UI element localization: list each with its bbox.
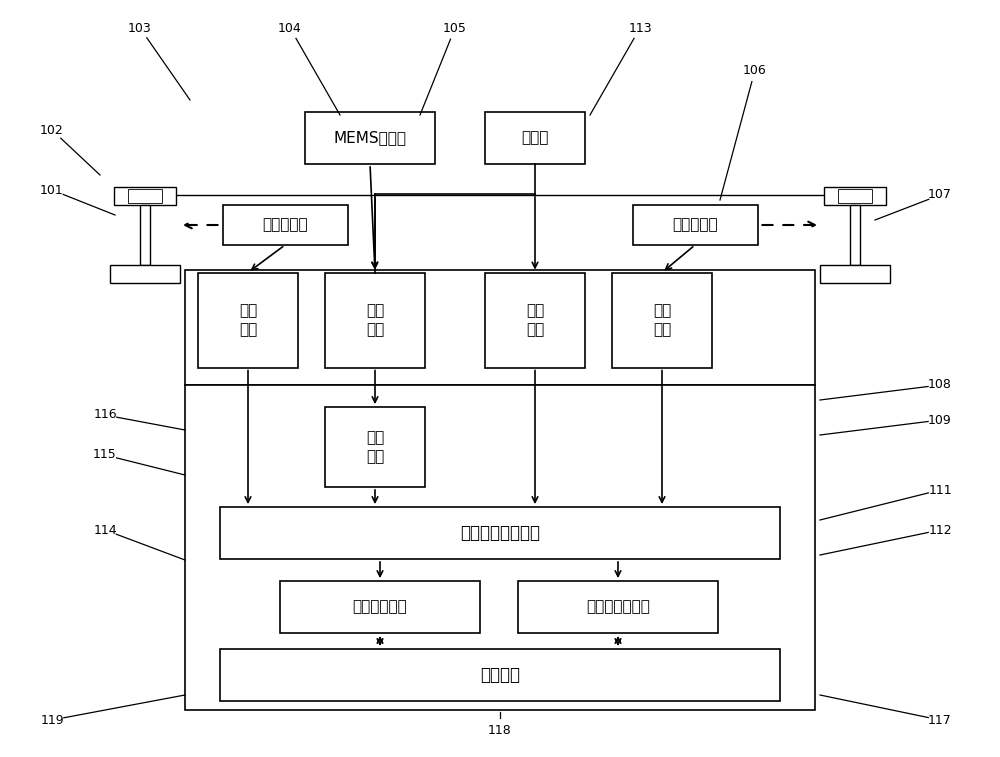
Text: 116: 116 (93, 409, 117, 422)
Text: 114: 114 (93, 524, 117, 537)
Bar (110, 265, 180, 283)
Bar (114, 187, 176, 205)
Text: 115: 115 (93, 448, 117, 462)
Bar (838, 189, 872, 203)
Text: MEMS陀螺仪: MEMS陀螺仪 (334, 130, 406, 145)
Bar (280, 581, 480, 633)
Text: 信号
采集: 信号 采集 (526, 304, 544, 337)
Bar (850, 205, 860, 265)
Text: 107: 107 (928, 188, 952, 201)
Text: 测量数据管理: 测量数据管理 (353, 600, 407, 615)
Text: 轨道几何状态计算: 轨道几何状态计算 (460, 524, 540, 542)
Bar (185, 385, 815, 710)
Bar (518, 581, 718, 633)
Bar (220, 649, 780, 701)
Bar (485, 273, 585, 367)
Text: 108: 108 (928, 378, 952, 391)
Text: 111: 111 (928, 484, 952, 497)
Text: 104: 104 (278, 21, 302, 35)
Text: 101: 101 (40, 183, 64, 197)
Text: 位移传感器: 位移传感器 (672, 217, 718, 232)
Bar (305, 112, 435, 164)
Text: 里程计: 里程计 (521, 130, 549, 145)
Bar (325, 407, 425, 487)
Text: 102: 102 (40, 123, 64, 136)
Text: 信号
调理: 信号 调理 (653, 304, 671, 337)
Text: 106: 106 (743, 64, 767, 76)
Bar (824, 187, 886, 205)
Text: 信号
增强: 信号 增强 (366, 430, 384, 464)
Text: 103: 103 (128, 21, 152, 35)
Bar (485, 112, 585, 164)
Bar (198, 273, 298, 367)
Text: 作业定位与分析: 作业定位与分析 (586, 600, 650, 615)
Bar (222, 205, 348, 245)
Bar (633, 205, 758, 245)
Text: 119: 119 (40, 714, 64, 727)
Bar (820, 265, 890, 283)
Text: 112: 112 (928, 524, 952, 537)
Bar (128, 189, 162, 203)
Text: 105: 105 (443, 21, 467, 35)
Text: 信号
调理: 信号 调理 (239, 304, 257, 337)
Bar (220, 507, 780, 559)
Text: 远程通讯: 远程通讯 (480, 666, 520, 684)
Text: 信号
采集: 信号 采集 (366, 304, 384, 337)
Text: 113: 113 (628, 21, 652, 35)
Text: 118: 118 (488, 724, 512, 737)
Bar (185, 270, 815, 385)
Text: 117: 117 (928, 714, 952, 727)
Bar (325, 273, 425, 367)
Text: 109: 109 (928, 413, 952, 426)
Bar (140, 205, 150, 265)
Bar (612, 273, 712, 367)
Text: 位移传感器: 位移传感器 (262, 217, 308, 232)
